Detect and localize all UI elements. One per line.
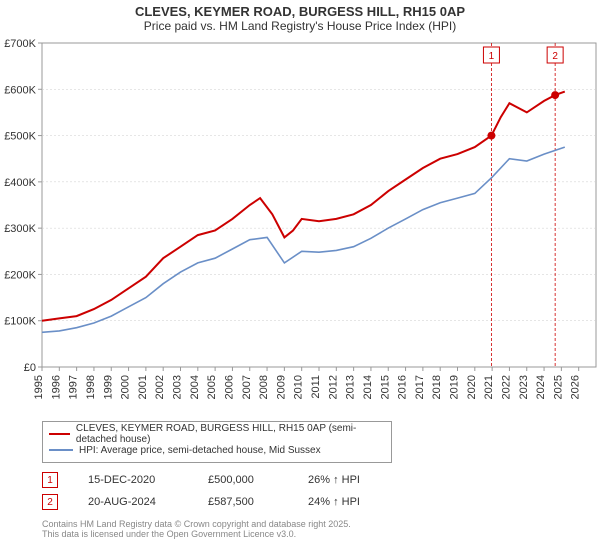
svg-text:£200K: £200K	[4, 269, 36, 281]
svg-text:2006: 2006	[223, 375, 235, 399]
svg-text:1999: 1999	[102, 375, 114, 399]
svg-text:2016: 2016	[397, 375, 409, 399]
title-line1: CLEVES, KEYMER ROAD, BURGESS HILL, RH15 …	[0, 4, 600, 19]
svg-text:2005: 2005	[206, 375, 218, 399]
svg-text:2007: 2007	[241, 375, 253, 399]
svg-text:2013: 2013	[345, 375, 357, 399]
event-row: 1 15-DEC-2020 £500,000 26% ↑ HPI	[42, 469, 600, 491]
svg-text:£0: £0	[24, 362, 36, 374]
svg-text:1995: 1995	[33, 375, 45, 399]
svg-text:2025: 2025	[552, 375, 564, 399]
svg-text:1997: 1997	[68, 375, 80, 399]
svg-text:2001: 2001	[137, 375, 149, 399]
legend-swatch	[49, 449, 73, 451]
legend-row: CLEVES, KEYMER ROAD, BURGESS HILL, RH15 …	[49, 426, 385, 442]
svg-text:2022: 2022	[500, 375, 512, 399]
svg-text:£600K: £600K	[4, 84, 36, 96]
event-date: 15-DEC-2020	[88, 474, 178, 486]
footer-line1: Contains HM Land Registry data © Crown c…	[42, 519, 600, 529]
event-row: 2 20-AUG-2024 £587,500 24% ↑ HPI	[42, 491, 600, 513]
title-line2: Price paid vs. HM Land Registry's House …	[0, 19, 600, 33]
svg-text:2003: 2003	[172, 375, 184, 399]
svg-text:1: 1	[489, 51, 495, 62]
svg-text:2008: 2008	[258, 375, 270, 399]
event-price: £587,500	[208, 496, 278, 508]
svg-text:£400K: £400K	[4, 177, 36, 189]
svg-text:2009: 2009	[275, 375, 287, 399]
svg-text:2: 2	[552, 51, 558, 62]
svg-text:1996: 1996	[50, 375, 62, 399]
svg-text:2017: 2017	[414, 375, 426, 399]
svg-text:2004: 2004	[189, 375, 201, 399]
svg-text:2012: 2012	[327, 375, 339, 399]
event-marker-box: 1	[42, 472, 58, 488]
svg-text:2018: 2018	[431, 375, 443, 399]
svg-text:£100K: £100K	[4, 316, 36, 328]
event-date: 20-AUG-2024	[88, 496, 178, 508]
svg-text:£700K: £700K	[4, 38, 36, 50]
marker-dot-2	[551, 91, 559, 99]
svg-text:1998: 1998	[85, 375, 97, 399]
marker-dot-1	[487, 132, 495, 140]
svg-text:2026: 2026	[570, 375, 582, 399]
event-delta: 26% ↑ HPI	[308, 474, 388, 486]
legend-swatch	[49, 433, 70, 435]
svg-text:2024: 2024	[535, 375, 547, 399]
footer-line2: This data is licensed under the Open Gov…	[42, 529, 600, 539]
svg-text:2015: 2015	[379, 375, 391, 399]
svg-text:2019: 2019	[449, 375, 461, 399]
svg-text:2000: 2000	[120, 375, 132, 399]
event-delta: 24% ↑ HPI	[308, 496, 388, 508]
svg-text:2014: 2014	[362, 375, 374, 399]
svg-text:2021: 2021	[483, 375, 495, 399]
svg-text:2023: 2023	[518, 375, 530, 399]
footer: Contains HM Land Registry data © Crown c…	[42, 519, 600, 539]
svg-text:£500K: £500K	[4, 131, 36, 143]
svg-text:2002: 2002	[154, 375, 166, 399]
svg-text:2020: 2020	[466, 375, 478, 399]
event-price: £500,000	[208, 474, 278, 486]
chart-title: CLEVES, KEYMER ROAD, BURGESS HILL, RH15 …	[0, 0, 600, 35]
svg-text:£300K: £300K	[4, 223, 36, 235]
legend-label: HPI: Average price, semi-detached house,…	[79, 445, 321, 456]
chart: £0 £100K £200K £300K £400K £500K £600K £700K 199…	[0, 35, 600, 415]
svg-text:2010: 2010	[293, 375, 305, 399]
event-marker-box: 2	[42, 494, 58, 510]
svg-text:2011: 2011	[310, 375, 322, 399]
event-table: 1 15-DEC-2020 £500,000 26% ↑ HPI 2 20-AUG-202…	[42, 469, 600, 513]
legend-label: CLEVES, KEYMER ROAD, BURGESS HILL, RH15 …	[76, 423, 385, 445]
legend: CLEVES, KEYMER ROAD, BURGESS HILL, RH15 …	[42, 421, 392, 463]
